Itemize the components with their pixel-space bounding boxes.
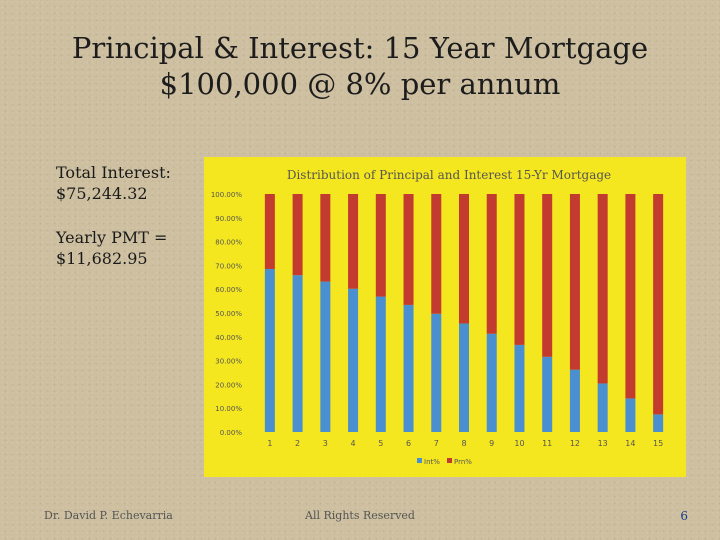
legend-label: Int% <box>424 458 440 466</box>
bar-prn-8 <box>459 194 469 324</box>
bar-int-1 <box>264 268 275 432</box>
x-tick-label: 11 <box>542 439 552 448</box>
x-tick-label: 9 <box>489 439 494 448</box>
bar-prn-9 <box>486 194 497 334</box>
bar-prn-5 <box>375 194 386 297</box>
bar-int-15 <box>653 414 664 432</box>
bar-int-6 <box>403 304 414 432</box>
bar-int-11 <box>542 356 553 432</box>
x-tick-label: 5 <box>378 439 383 448</box>
legend-swatch <box>417 458 422 463</box>
footer-author: Dr. David P. Echevarria <box>44 509 173 522</box>
bar-int-3 <box>320 281 331 432</box>
page-number: 6 <box>680 509 688 523</box>
bar-int-8 <box>459 323 469 432</box>
x-tick-label: 4 <box>351 439 356 448</box>
bar-int-10 <box>514 344 525 432</box>
title-line-2: $100,000 @ 8% per annum <box>159 67 561 101</box>
bar-int-2 <box>292 275 303 432</box>
bar-prn-12 <box>569 194 580 370</box>
x-tick-label: 15 <box>653 439 663 448</box>
x-tick-label: 6 <box>406 439 411 448</box>
x-tick-label: 8 <box>461 439 466 448</box>
y-tick-label: 0.00% <box>220 429 243 437</box>
bars-group <box>264 194 664 432</box>
y-tick-label: 50.00% <box>215 310 242 318</box>
total-interest: Total Interest: $75,244.32 <box>56 162 171 204</box>
bar-int-4 <box>348 288 359 432</box>
total-interest-value: $75,244.32 <box>56 184 148 203</box>
bar-int-13 <box>597 383 608 432</box>
bar-prn-15 <box>653 194 664 415</box>
x-tick-label: 3 <box>323 439 328 448</box>
y-tick-label: 30.00% <box>215 358 242 366</box>
y-tick-label: 100.00% <box>211 191 242 199</box>
x-tick-label: 7 <box>434 439 439 448</box>
x-tick-label: 2 <box>295 439 300 448</box>
bar-int-12 <box>569 369 580 432</box>
bar-prn-4 <box>348 194 359 289</box>
bar-int-9 <box>486 333 497 432</box>
total-interest-label: Total Interest: <box>56 163 171 182</box>
yearly-pmt-value: $11,682.95 <box>56 249 148 268</box>
bar-prn-13 <box>597 194 608 384</box>
y-tick-label: 20.00% <box>215 381 242 389</box>
yearly-pmt-label: Yearly PMT = <box>56 228 168 247</box>
y-tick-label: 60.00% <box>215 286 242 294</box>
bar-int-7 <box>431 313 442 432</box>
bar-int-14 <box>625 398 636 432</box>
bar-int-5 <box>375 296 386 432</box>
x-tick-label: 12 <box>570 439 580 448</box>
yearly-payment: Yearly PMT = $11,682.95 <box>56 227 167 269</box>
legend-swatch <box>447 458 452 463</box>
legend: Int% Prn% <box>417 458 472 466</box>
slide-title: Principal & Interest: 15 Year Mortgage $… <box>0 30 720 102</box>
y-tick-label: 80.00% <box>215 239 242 247</box>
bar-prn-2 <box>292 194 303 276</box>
x-tick-label: 13 <box>598 439 608 448</box>
x-tick-label: 10 <box>514 439 524 448</box>
legend-label: Prn% <box>454 458 472 466</box>
y-tick-label: 90.00% <box>215 215 242 223</box>
chart-background <box>204 157 686 477</box>
x-axis: 1 2 3 4 5 6 7 8 9 10 11 12 13 14 15 <box>267 439 663 448</box>
chart-svg: Distribution of Principal and Interest 1… <box>204 157 686 477</box>
chart-title: Distribution of Principal and Interest 1… <box>287 168 611 182</box>
y-tick-label: 70.00% <box>215 262 242 270</box>
bar-prn-3 <box>320 194 331 282</box>
bar-prn-14 <box>625 194 636 399</box>
y-tick-label: 40.00% <box>215 334 242 342</box>
bar-prn-6 <box>403 194 414 305</box>
y-tick-label: 10.00% <box>215 405 242 413</box>
bar-prn-7 <box>431 194 442 314</box>
x-tick-label: 1 <box>267 439 272 448</box>
bar-prn-10 <box>514 194 525 345</box>
footer-rights: All Rights Reserved <box>305 509 415 522</box>
bar-prn-1 <box>264 194 275 269</box>
bar-prn-11 <box>542 194 553 357</box>
y-axis: 0.00% 10.00% 20.00% 30.00% 40.00% 50.00% 60.00… <box>211 191 242 437</box>
x-tick-label: 14 <box>625 439 635 448</box>
title-line-1: Principal & Interest: 15 Year Mortgage <box>71 31 649 65</box>
stacked-bar-chart: Distribution of Principal and Interest 1… <box>204 157 686 477</box>
